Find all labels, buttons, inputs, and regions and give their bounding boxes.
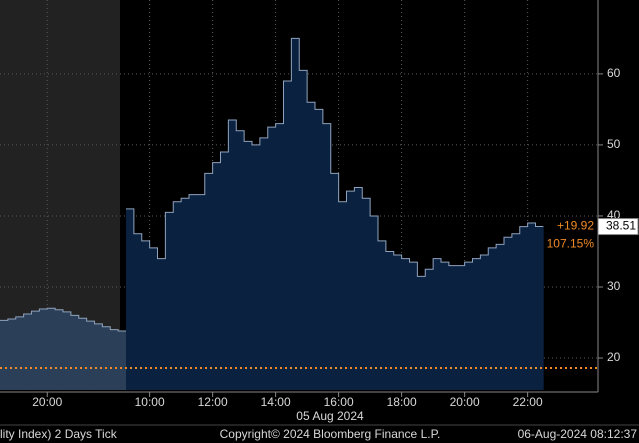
area-bar (204, 173, 213, 390)
area-bar (212, 162, 221, 390)
x-tick-label: 20:00 (450, 395, 480, 409)
area-bar (94, 323, 103, 390)
area-bar (315, 109, 324, 390)
area-bar (220, 152, 229, 390)
area-bar (338, 201, 347, 390)
y-tick-label: 60 (607, 66, 621, 80)
change-pct-label: 107.15% (547, 237, 595, 251)
x-tick-label: 20:00 (32, 395, 62, 409)
area-bar (330, 173, 339, 390)
y-tick-label: 30 (607, 279, 621, 293)
area-bar (291, 38, 300, 390)
area-outline (0, 37, 544, 332)
area-bar (535, 226, 544, 390)
area-bar (401, 258, 410, 390)
area-bar (370, 215, 379, 390)
area-bar (228, 120, 237, 391)
x-tick-label: 18:00 (387, 395, 417, 409)
area-bar (252, 144, 261, 390)
date-label: 05 Aug 2024 (296, 409, 364, 423)
area-bar (141, 240, 150, 390)
area-bar (354, 187, 363, 390)
area-bar (259, 137, 269, 390)
area-bar (47, 308, 56, 390)
footer-center: Copyright© 2024 Bloomberg Finance L.P. (220, 427, 441, 441)
area-bar (496, 244, 505, 390)
area-bar (39, 309, 48, 390)
area-bar (480, 255, 489, 390)
area-bar (31, 311, 40, 390)
area-bar (456, 265, 465, 390)
area-bar (267, 127, 276, 390)
area-bar (504, 237, 513, 390)
area-bar (299, 70, 308, 390)
x-tick-label: 10:00 (135, 395, 165, 409)
change-label: +19.92 (557, 219, 594, 233)
area-bar (189, 194, 198, 390)
area-bar (393, 255, 402, 390)
x-tick-label: 16:00 (324, 395, 354, 409)
area-bar (433, 258, 442, 390)
x-tick-label: 22:00 (513, 395, 543, 409)
footer-right: 06-Aug-2024 08:12:37 (518, 427, 638, 441)
area-bar (126, 208, 135, 390)
area-bar (519, 226, 528, 390)
area-bar (173, 201, 182, 390)
area-bar (464, 262, 473, 390)
y-tick-label: 20 (607, 350, 621, 364)
last-value-box (597, 218, 639, 236)
area-bar (307, 102, 316, 391)
area-bar (157, 258, 166, 390)
area-bar (86, 321, 95, 390)
area-bar (63, 311, 72, 390)
area-bar (511, 233, 521, 390)
area-bar (110, 329, 119, 390)
x-tick-label: 12:00 (198, 395, 228, 409)
x-tick-label: 14:00 (261, 395, 291, 409)
area-bar (472, 258, 481, 390)
area-bar (378, 240, 387, 390)
area-bar (409, 262, 418, 390)
area-bar (165, 212, 174, 390)
area-bar (102, 326, 111, 390)
area-bar (362, 198, 371, 390)
area-bar (283, 80, 292, 390)
area-bar (448, 265, 458, 390)
area-bar (417, 276, 426, 390)
area-bar (70, 315, 80, 390)
footer-left: lity Index) 2 Days Tick (0, 427, 118, 441)
area-bar (488, 247, 497, 390)
area-bar (78, 318, 87, 390)
area-bar (181, 198, 190, 390)
area-bar (23, 313, 32, 390)
last-value-label: 38.51 (606, 219, 636, 233)
area-bar (385, 251, 395, 390)
area-bar (275, 123, 284, 390)
area-bar (527, 223, 536, 390)
area-bar (346, 191, 355, 390)
y-tick-label: 50 (607, 137, 621, 151)
area-bar (425, 269, 434, 390)
area-bar (236, 130, 245, 390)
area-bar (322, 123, 332, 390)
area-bar (441, 262, 450, 390)
area-bar (118, 331, 127, 390)
area-bar (133, 233, 143, 390)
area-bar (0, 320, 9, 390)
area-bar (244, 141, 253, 390)
area-bar (55, 309, 64, 390)
area-bar (15, 316, 24, 390)
area-bar (196, 194, 206, 390)
area-bar (7, 318, 17, 390)
area-bar (149, 247, 158, 390)
